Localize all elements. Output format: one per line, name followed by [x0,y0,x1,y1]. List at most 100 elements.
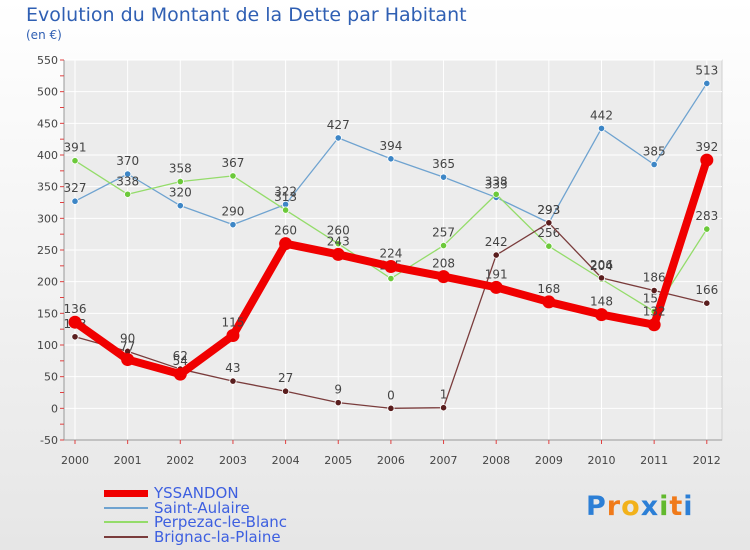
y-tick-label: 0 [51,402,58,415]
data-point-yssandon [279,237,293,251]
data-label-brignac-la-plaine: 242 [485,235,508,249]
data-label-perpezac-le-blanc: 257 [432,226,455,240]
data-label-yssandon: 260 [274,224,297,238]
data-point-yssandon [647,318,661,332]
x-tick-label: 2003 [219,454,247,467]
data-point-perpezac-le-blanc [176,178,184,186]
data-label-saint-aulaire: 333 [485,177,508,191]
data-point-brignac-la-plaine [281,387,290,395]
x-tick-label: 2005 [324,454,352,467]
data-label-saint-aulaire: 385 [643,145,666,159]
legend-item-yssandon[interactable]: YSSANDON [104,486,287,501]
legend-swatch [104,521,148,524]
logo-letter: P [586,491,607,522]
data-label-saint-aulaire: 365 [432,157,455,171]
logo-letter: t [669,491,684,522]
x-tick-label: 2002 [166,454,194,467]
data-label-brignac-la-plaine: 1 [440,388,448,402]
data-label-brignac-la-plaine: 0 [387,388,395,402]
data-label-saint-aulaire: 327 [64,181,87,195]
data-label-yssandon: 243 [327,234,350,248]
x-tick-label: 2008 [482,454,510,467]
logo-letter: i [659,491,670,522]
data-label-yssandon: 54 [173,354,188,368]
chart-subtitle: (en €) [26,28,62,42]
legend-label: YSSANDON [154,484,239,503]
data-label-brignac-la-plaine: 90 [120,331,135,345]
data-point-brignac-la-plaine [703,299,711,307]
data-label-perpezac-le-blanc: 391 [64,141,87,155]
legend-swatch [104,506,148,509]
legend-swatch [104,535,148,538]
data-point-brignac-la-plaine [387,404,395,412]
data-point-saint-aulaire [124,170,132,178]
legend-item-saint-aulaire[interactable]: Saint-Aulaire [104,500,287,515]
data-label-saint-aulaire: 370 [116,154,139,168]
data-point-brignac-la-plaine [71,333,79,341]
data-point-brignac-la-plaine [597,274,606,282]
chart-title: Evolution du Montant de la Dette par Hab… [26,4,467,26]
data-label-brignac-la-plaine: 166 [695,283,718,297]
logo-letter: x [640,491,660,522]
data-label-yssandon: 148 [590,295,613,309]
data-label-yssandon: 115 [221,316,244,330]
x-tick-label: 2007 [430,454,458,467]
x-tick-label: 2011 [640,454,668,467]
data-label-yssandon: 224 [379,246,402,260]
data-label-saint-aulaire: 427 [327,118,350,132]
logo-letter: i [683,491,694,522]
x-tick-label: 2001 [114,454,142,467]
data-point-saint-aulaire [703,79,711,88]
data-point-yssandon [700,153,714,167]
data-point-yssandon [542,295,556,309]
x-tick-label: 2012 [693,454,721,467]
legend-label: Perpezac-le-Blanc [154,513,288,532]
data-label-perpezac-le-blanc: 204 [590,259,613,273]
data-point-yssandon [489,280,503,294]
x-tick-label: 2004 [272,454,300,467]
legend-item-brignac-la-plaine[interactable]: Brignac-la-Plaine [104,527,287,546]
data-label-saint-aulaire: 320 [169,186,192,200]
legend-swatch [104,489,148,497]
data-label-saint-aulaire: 442 [590,108,613,122]
data-label-brignac-la-plaine: 9 [334,383,342,397]
data-point-perpezac-le-blanc [703,225,711,233]
data-point-yssandon [595,308,608,322]
data-label-saint-aulaire: 293 [537,203,560,217]
data-point-perpezac-le-blanc [387,274,395,283]
data-point-perpezac-le-blanc [492,190,500,198]
data-point-perpezac-le-blanc [229,172,237,180]
y-tick-label: 550 [37,54,58,67]
y-tick-label: 100 [37,339,58,352]
data-label-yssandon: 191 [485,267,508,281]
data-point-saint-aulaire [229,221,237,229]
legend-label: Brignac-la-Plaine [154,527,281,546]
data-point-perpezac-le-blanc [545,242,553,250]
y-tick-label: 500 [37,86,58,99]
y-tick-label: 350 [37,181,58,194]
data-point-brignac-la-plaine [229,377,237,385]
data-label-perpezac-le-blanc: 367 [221,156,244,170]
y-tick-label: 250 [37,244,58,257]
legend-item-perpezac-le-blanc[interactable]: Perpezac-le-Blanc [104,515,287,530]
data-point-yssandon [384,259,398,273]
data-label-perpezac-le-blanc: 313 [274,190,297,204]
data-point-yssandon [121,353,135,367]
x-tick-label: 2006 [377,454,405,467]
data-label-yssandon: 77 [120,340,135,354]
data-point-yssandon [226,329,240,342]
data-label-brignac-la-plaine: 293 [537,203,560,217]
data-point-yssandon [173,367,187,381]
data-point-brignac-la-plaine [545,219,553,227]
data-label-saint-aulaire: 394 [379,139,402,153]
data-point-saint-aulaire [597,124,606,132]
logo-letter: o [621,491,641,522]
y-tick-label: 300 [37,212,58,225]
data-label-perpezac-le-blanc: 338 [116,174,139,188]
data-point-perpezac-le-blanc [71,157,79,165]
data-label-saint-aulaire: 290 [221,205,244,219]
y-tick-label: 450 [37,117,58,130]
data-point-saint-aulaire [439,173,448,181]
data-label-brignac-la-plaine: 62 [173,349,188,363]
data-label-perpezac-le-blanc: 283 [695,209,718,223]
